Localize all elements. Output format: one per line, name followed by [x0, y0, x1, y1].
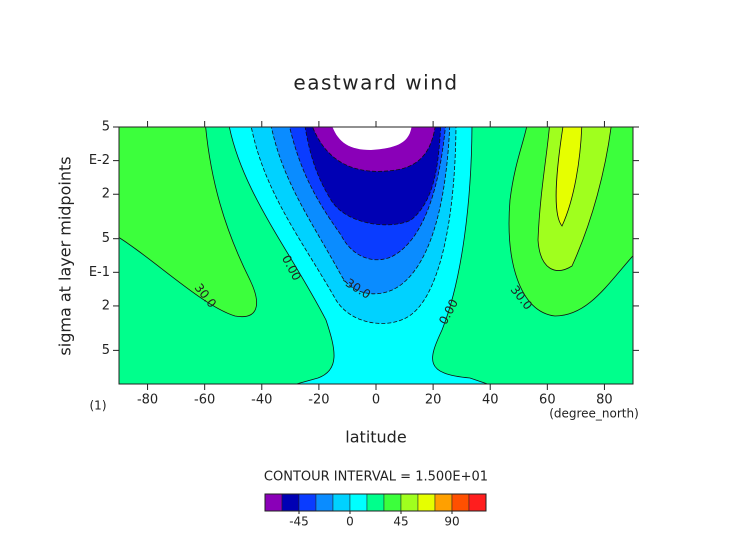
colorbar-bin — [315, 493, 334, 512]
contour-fills — [119, 127, 633, 384]
x-tick-label: 20 — [425, 393, 442, 408]
contour-region — [119, 127, 257, 318]
x-tick-label: -20 — [308, 393, 329, 408]
x-tick-label: 60 — [539, 393, 556, 408]
y-tick-label: 2 — [102, 187, 110, 202]
colorbar-bin — [264, 493, 283, 512]
y-tick-label: 5 — [102, 120, 110, 135]
y-tick-label: 2 — [102, 298, 110, 313]
x-axis-label: latitude — [345, 428, 406, 447]
x-unit: (degree_north) — [549, 407, 639, 421]
contour-region — [537, 127, 612, 271]
x-tick-label: 40 — [482, 393, 499, 408]
chart-title: eastward wind — [293, 71, 458, 95]
y-tick-label: E-1 — [89, 265, 110, 280]
colorbar-bin — [298, 493, 317, 512]
colorbar-bin — [383, 493, 402, 512]
colorbar-tick-label: -45 — [289, 515, 309, 529]
colorbar-frame — [264, 493, 487, 512]
y-unit: (1) — [90, 399, 107, 413]
y-tick-label: 5 — [102, 231, 110, 246]
colorbar-tick-label: 90 — [444, 515, 459, 529]
out-of-range-region — [332, 127, 412, 150]
colorbar-bin — [434, 493, 453, 512]
x-tick-label: 80 — [596, 393, 613, 408]
colorbar-bin — [366, 493, 385, 512]
colorbar-tick-label: 45 — [393, 515, 408, 529]
colorbar-bin — [417, 493, 436, 512]
colorbar-bin — [468, 493, 487, 512]
colorbar-bin — [451, 493, 470, 512]
x-tick-label: -40 — [251, 393, 272, 408]
contour-region — [555, 127, 583, 227]
colorbar-bin — [281, 493, 300, 512]
colorbar-tick-label: 0 — [346, 515, 354, 529]
x-tick-label: -80 — [137, 393, 158, 408]
contour-interval: CONTOUR INTERVAL = 1.500E+01 — [264, 470, 488, 485]
colorbar-bin — [400, 493, 419, 512]
y-tick-label: 5 — [102, 343, 110, 358]
y-axis-label: sigma at layer midpoints — [56, 156, 75, 355]
y-tick-label: E-2 — [89, 153, 110, 168]
colorbar-bin — [349, 493, 368, 512]
x-tick-label: 0 — [372, 393, 380, 408]
x-tick-label: -60 — [194, 393, 215, 408]
colorbar-bin — [332, 493, 351, 512]
